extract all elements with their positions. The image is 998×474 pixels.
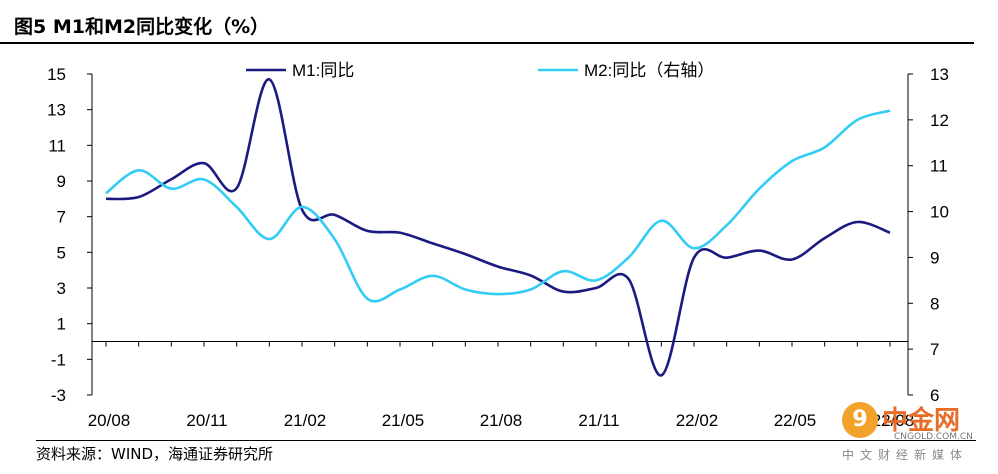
x-tick-label: 21/05 — [382, 411, 425, 430]
right-tick-label: 11 — [930, 157, 948, 176]
left-tick-label: 13 — [47, 101, 66, 120]
chart-series — [105, 78, 891, 377]
series-line-m1 — [105, 78, 891, 377]
right-tick-label: 12 — [930, 111, 949, 130]
source-note: 资料来源：WIND，海通证券研究所 — [36, 440, 976, 464]
chart-axes: 15 13 11 9 7 5 3 1 -1 -3 13 12 11 10 9 8 7 6 20/08 20/11 21/… — [47, 65, 949, 430]
left-tick-label: 1 — [57, 315, 66, 334]
watermark-text: 中金网 — [882, 406, 961, 436]
x-tick-label: 22/05 — [774, 411, 817, 430]
left-tick-label: 15 — [47, 65, 66, 84]
legend-m1-label: M1:同比 — [292, 61, 354, 80]
right-tick-label: 8 — [930, 294, 939, 313]
left-tick-label: 7 — [57, 208, 66, 227]
watermark-logo: 9 中金网 CNGOLD.COM.CN 中文财经新媒体 — [842, 400, 992, 470]
x-tick-label: 21/02 — [284, 411, 327, 430]
left-tick-label: -1 — [51, 350, 66, 369]
left-tick-label: 3 — [57, 279, 66, 298]
x-tick-label: 21/08 — [480, 411, 523, 430]
coin-icon: 9 — [842, 402, 878, 438]
right-tick-label: 6 — [930, 386, 939, 405]
x-tick-label: 22/02 — [676, 411, 719, 430]
chart-title-bar: 图5 M1和M2同比变化（%） — [0, 8, 974, 44]
legend-m2-label: M2:同比（右轴） — [584, 61, 714, 80]
x-tick-label: 22/08 — [872, 411, 915, 430]
right-tick-label: 9 — [930, 248, 939, 267]
left-tick-label: -3 — [51, 386, 66, 405]
series-line-m2 — [105, 109, 891, 303]
left-tick-label: 5 — [57, 243, 66, 262]
right-tick-label: 10 — [930, 203, 949, 222]
left-tick-label: 11 — [48, 136, 66, 155]
x-tick-label: 21/11 — [578, 411, 619, 430]
x-tick-label: 20/08 — [88, 411, 131, 430]
left-tick-label: 9 — [57, 172, 66, 191]
right-tick-label: 7 — [930, 340, 939, 359]
chart-title: 图5 M1和M2同比变化（%） — [14, 16, 270, 38]
right-tick-label: 13 — [930, 65, 949, 84]
chart-legend: M1:同比 M2:同比（右轴） — [246, 61, 714, 80]
x-tick-label: 20/11 — [186, 411, 227, 430]
watermark-url: CNGOLD.COM.CN — [894, 432, 973, 442]
watermark-subtitle: 中文财经新媒体 — [842, 448, 969, 462]
